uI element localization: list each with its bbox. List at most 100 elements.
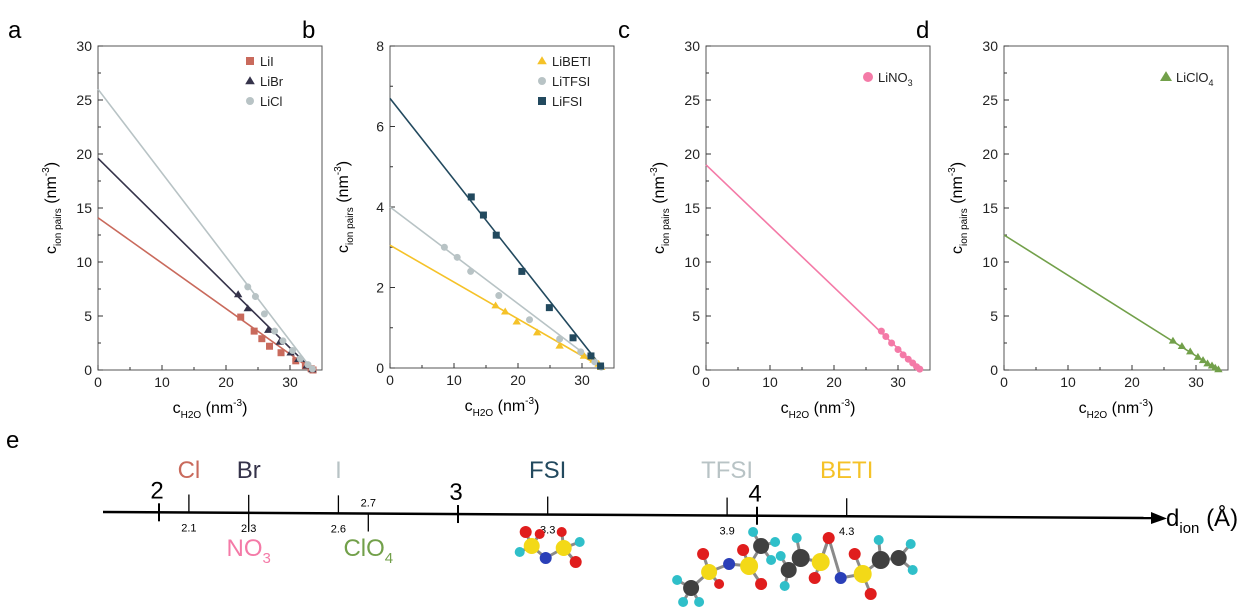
x-axis-label-sub: H2O xyxy=(181,410,202,421)
atom xyxy=(864,588,877,600)
x-tick-label: 10 xyxy=(1060,374,1076,390)
ion-label-fsi: FSI xyxy=(529,457,566,484)
x-tick-label: 20 xyxy=(1124,374,1140,390)
data-point-lifsi xyxy=(569,334,577,342)
atom xyxy=(853,565,872,583)
atom xyxy=(694,597,705,607)
x-axis-label: cH2O (nm-3) xyxy=(1079,398,1154,421)
data-point-liclo xyxy=(1186,347,1195,355)
legend-marker-lii xyxy=(246,57,254,65)
atom xyxy=(890,550,907,566)
x-tick-label: 0 xyxy=(1000,374,1008,390)
x-tick-label: 30 xyxy=(574,372,590,388)
legend-label-lino: LiNO3 xyxy=(878,70,913,88)
x-axis-label-unit: (nm xyxy=(1112,400,1140,417)
legend-label-text: LiFSI xyxy=(552,94,582,109)
y-axis-label-unit-sup: -3 xyxy=(649,167,660,176)
x-axis-label-unit: (nm xyxy=(814,400,842,417)
atom xyxy=(766,555,777,565)
legend-marker-lifsi xyxy=(538,97,546,105)
data-point-lino xyxy=(888,339,896,347)
y-axis-label-main: c xyxy=(949,246,966,254)
ion-label-text: FSI xyxy=(529,457,566,484)
data-point-libeti xyxy=(501,307,510,315)
ion-label-beti: BETI xyxy=(820,457,873,484)
plot-frame xyxy=(97,45,323,371)
data-point-licl xyxy=(260,310,268,318)
y-axis-label-sub: ion pairs xyxy=(661,208,672,246)
panel-label: a xyxy=(8,17,22,44)
atom xyxy=(907,565,918,575)
data-point-lino xyxy=(877,327,885,335)
legend-label-text: LiClO xyxy=(1176,70,1209,85)
y-tick-label: 0 xyxy=(84,362,92,378)
y-axis-label-unit-sup: -3 xyxy=(947,167,958,176)
x-tick-label: 0 xyxy=(94,374,102,390)
legend-label-text: LiCl xyxy=(260,94,283,109)
ion-value-label: 2.6 xyxy=(331,523,346,535)
legend-marker-libeti xyxy=(537,56,547,65)
y-tick-label: 15 xyxy=(982,200,998,216)
y-tick-label: 30 xyxy=(982,38,998,54)
data-point-lifsi xyxy=(597,362,605,370)
x-tick-label: 10 xyxy=(154,374,170,390)
x-tick-label: 10 xyxy=(762,374,778,390)
y-tick-label: 20 xyxy=(76,146,92,162)
x-axis-label-sub: H2O xyxy=(1087,410,1108,421)
atom xyxy=(873,535,884,545)
y-tick-label: 4 xyxy=(376,199,384,215)
y-tick-label: 5 xyxy=(84,308,92,324)
data-point-libeti xyxy=(579,351,589,359)
atom xyxy=(683,580,700,596)
ion-value-label: 2.1 xyxy=(181,522,196,534)
x-axis-label-main: c xyxy=(465,398,473,415)
data-point-libr xyxy=(233,290,243,298)
ion-label-i: I xyxy=(335,457,342,484)
data-point-liclo xyxy=(1198,356,1208,364)
atom xyxy=(748,527,759,537)
scale-axis-label-main: d xyxy=(1166,505,1179,532)
legend-label-libeti: LiBETI xyxy=(552,54,591,69)
x-axis-label-main: c xyxy=(173,400,181,417)
data-point-licl xyxy=(308,365,316,373)
atom xyxy=(539,552,552,564)
atom xyxy=(556,527,567,537)
atom xyxy=(555,540,572,556)
x-axis-label-unit-sup: -3 xyxy=(1139,398,1148,409)
y-axis-label-unit: (nm xyxy=(651,176,668,204)
x-axis-label-unit: (nm xyxy=(498,398,526,415)
x-axis-label-unit-sup: -3 xyxy=(233,398,242,409)
atom xyxy=(574,537,585,547)
ion-label-cl: Cl xyxy=(178,457,201,484)
x-axis-label-sub: H2O xyxy=(789,410,810,421)
y-tick-label: 20 xyxy=(982,146,998,162)
scale-axis xyxy=(102,510,1154,520)
y-tick-label: 30 xyxy=(76,38,92,54)
y-axis-label-unit-sup: -3 xyxy=(333,166,344,175)
y-tick-label: 5 xyxy=(990,308,998,324)
plot-frame xyxy=(705,45,931,371)
y-axis-label: cion pairs (nm-3) xyxy=(333,161,356,253)
atom xyxy=(753,538,770,554)
panel-label: e xyxy=(6,427,19,454)
atom xyxy=(737,544,750,556)
x-axis-label: cH2O (nm-3) xyxy=(465,396,540,419)
y-tick-label: 8 xyxy=(376,38,384,54)
atom xyxy=(811,553,830,571)
ion-value-label: 2.7 xyxy=(361,498,376,510)
data-point-litfsi xyxy=(453,253,461,261)
atom xyxy=(755,578,768,590)
y-tick-label: 25 xyxy=(982,92,998,108)
legend-label-text: LiI xyxy=(260,54,274,69)
y-tick-label: 10 xyxy=(76,254,92,270)
plot-frame xyxy=(1003,45,1229,371)
y-axis-label-unit: (nm xyxy=(43,176,60,204)
atom xyxy=(740,557,759,575)
legend-label-lii: LiI xyxy=(260,54,274,69)
data-point-licl xyxy=(296,355,304,363)
scale-axis-label-sub: ion xyxy=(1179,520,1199,537)
atom xyxy=(519,526,532,538)
x-tick-label: 0 xyxy=(386,372,394,388)
